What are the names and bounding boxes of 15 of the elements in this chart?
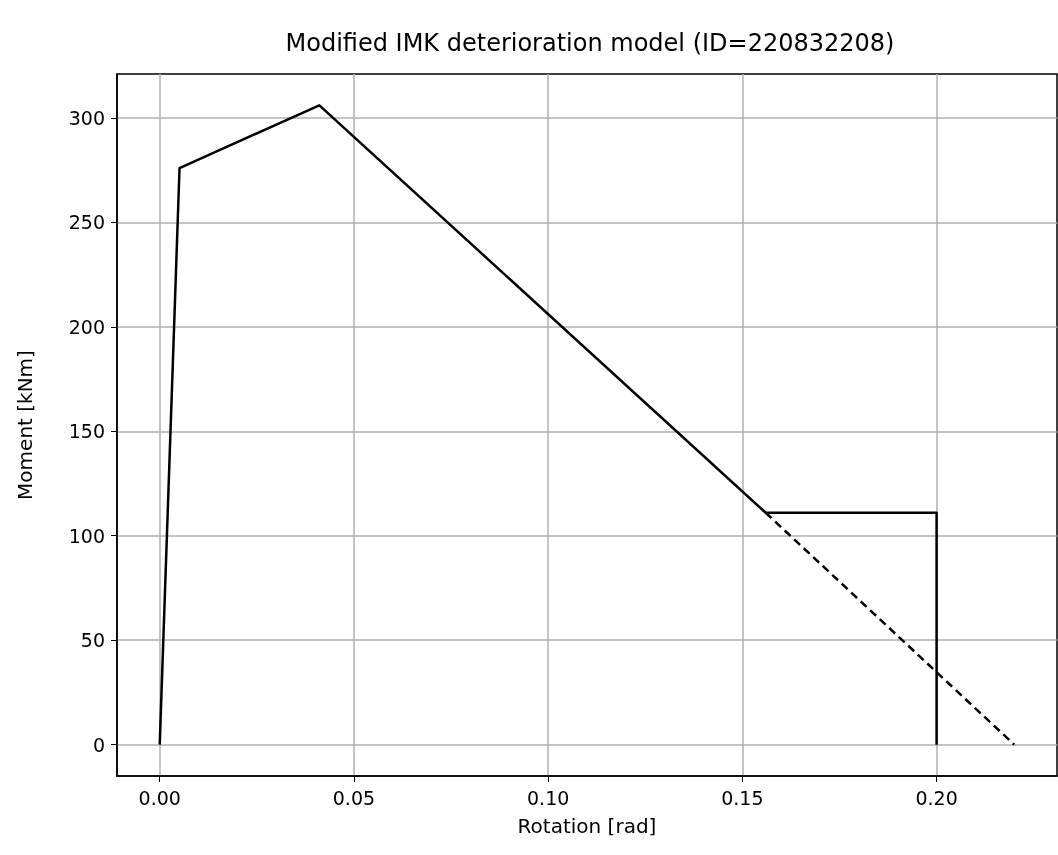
x-tick-label: 0.15 (721, 786, 764, 809)
x-tick-label: 0.10 (527, 786, 570, 809)
x-tick-label: 0.20 (915, 786, 958, 809)
y-tick-label: 100 (68, 524, 105, 547)
chart-title: Modified IMK deterioration model (ID=220832208) (285, 29, 895, 57)
y-tick-label: 150 (68, 420, 105, 443)
y-tick-label: 0 (92, 733, 105, 756)
x-axis-title: Rotation [rad] (517, 814, 657, 838)
y-axis-title: Moment [kNm] (13, 350, 37, 500)
y-tick-label: 200 (68, 315, 105, 338)
y-tick-label: 50 (80, 629, 105, 652)
x-tick-label: 0.00 (138, 786, 181, 809)
x-tick-label: 0.05 (332, 786, 376, 809)
y-tick-label: 300 (68, 106, 105, 129)
y-tick-label: 250 (68, 211, 105, 234)
